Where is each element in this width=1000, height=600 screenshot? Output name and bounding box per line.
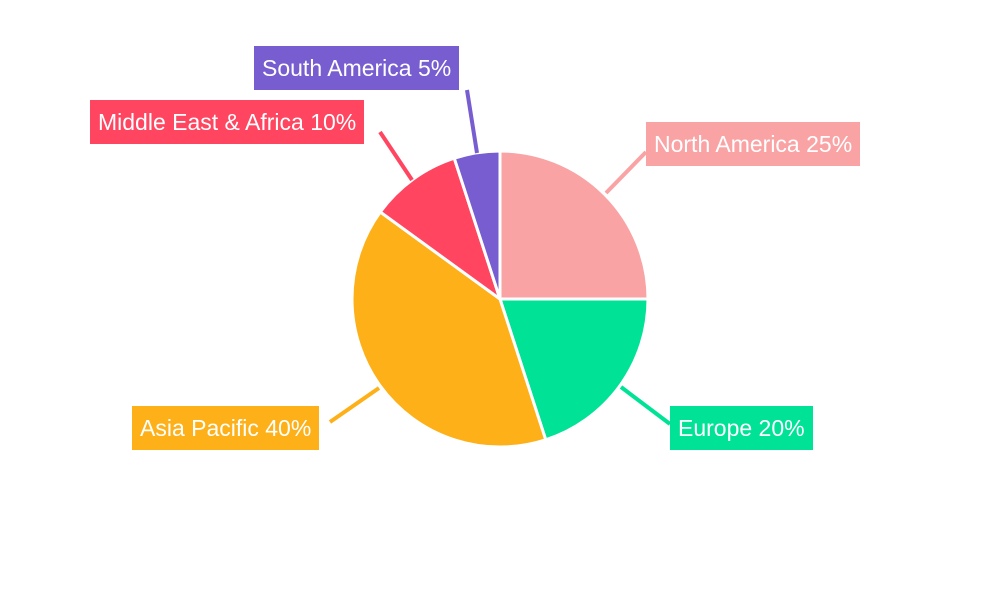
pie-slice-asia-pacific[interactable]: [350, 209, 548, 449]
data-label: North America 25%: [646, 122, 861, 166]
leader-line: [328, 386, 381, 424]
data-label: Europe 20%: [670, 406, 813, 450]
leader-line: [378, 130, 414, 182]
data-label: Middle East & Africa 10%: [90, 100, 365, 144]
data-label: Asia Pacific 40%: [132, 406, 320, 450]
leader-line: [619, 385, 672, 426]
leader-line: [604, 150, 648, 195]
data-label: South America 5%: [254, 46, 460, 90]
leader-line: [465, 89, 479, 154]
pie-slice-europe[interactable]: [497, 297, 650, 442]
pie-slice-north-america[interactable]: [498, 149, 650, 301]
